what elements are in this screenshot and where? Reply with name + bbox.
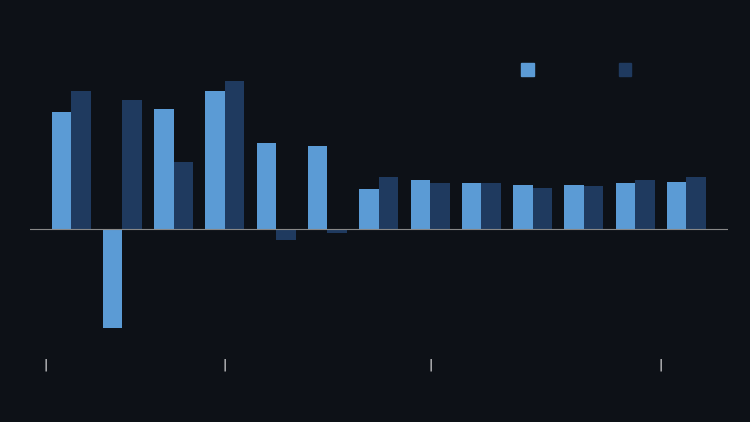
Bar: [328, 229, 347, 233]
Bar: [276, 229, 296, 240]
Bar: [52, 112, 71, 229]
Bar: [635, 180, 655, 229]
Bar: [173, 162, 193, 229]
Bar: [532, 188, 552, 229]
Bar: [256, 143, 276, 229]
Text: |: |: [658, 359, 663, 372]
Bar: [71, 91, 91, 229]
Bar: [462, 183, 482, 229]
Bar: [584, 186, 604, 229]
Bar: [122, 100, 142, 229]
Bar: [410, 180, 430, 229]
Bar: [154, 109, 173, 229]
Bar: [616, 183, 635, 229]
Bar: [565, 185, 584, 229]
Bar: [225, 81, 245, 229]
Bar: [513, 185, 532, 229]
Bar: [667, 181, 686, 229]
Bar: [430, 183, 449, 229]
Bar: [482, 183, 501, 229]
Bar: [379, 177, 398, 229]
Bar: [359, 189, 379, 229]
Bar: [308, 146, 328, 229]
Text: |: |: [428, 359, 432, 372]
Bar: [686, 177, 706, 229]
Text: |: |: [223, 359, 227, 372]
Bar: [206, 91, 225, 229]
Bar: [103, 229, 122, 328]
Text: |: |: [44, 359, 47, 372]
